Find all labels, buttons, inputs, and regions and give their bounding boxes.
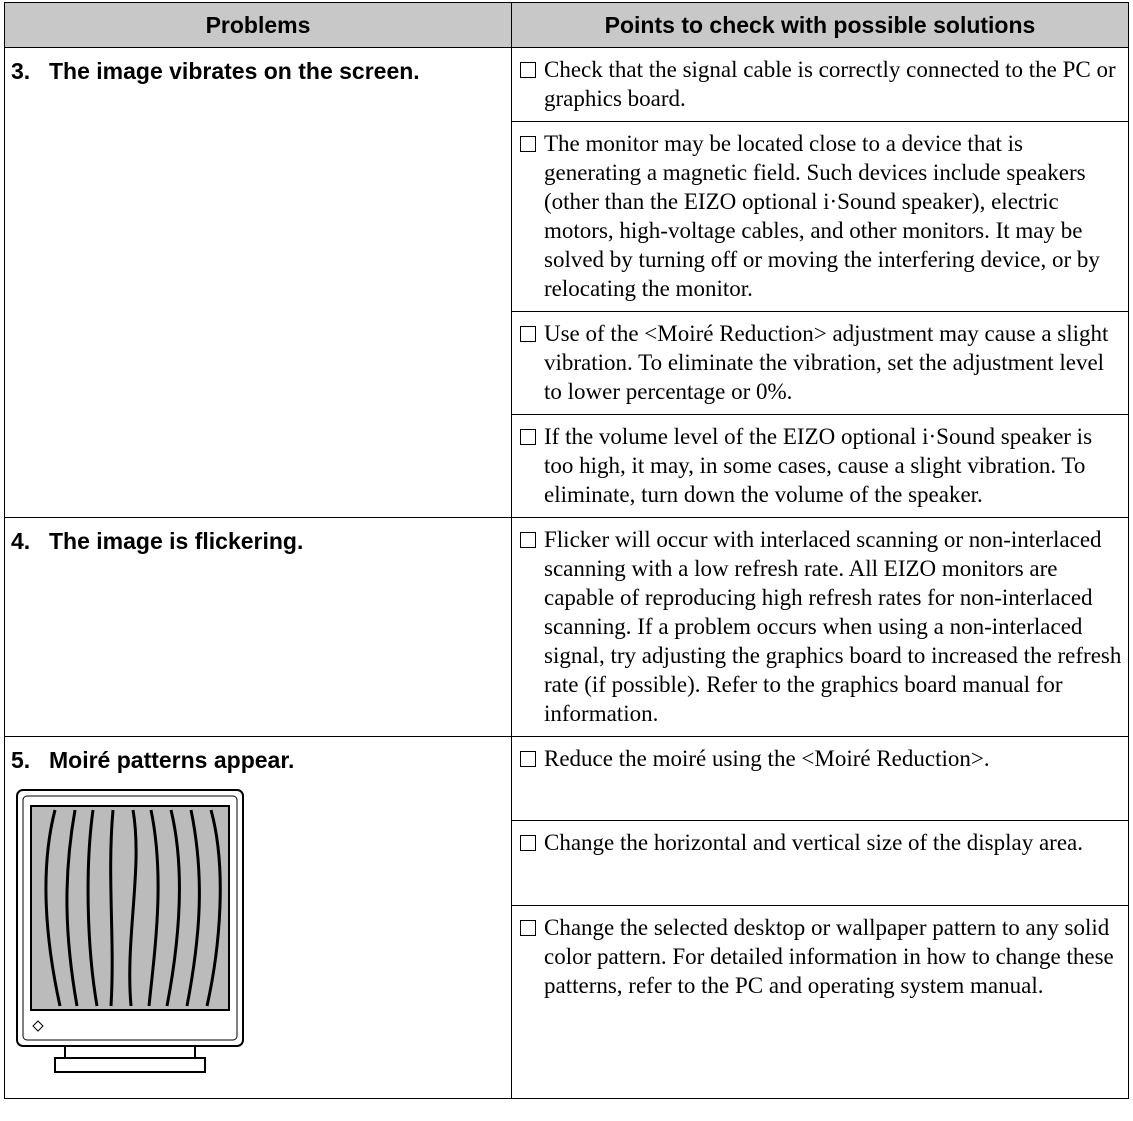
checkbox: [520, 751, 536, 767]
header-row: Problems Points to check with possible s…: [4, 2, 1129, 48]
header-cell: Points to check with possible solutions: [511, 2, 1129, 48]
problem-text: Moiré patterns appear.: [49, 747, 295, 773]
problem-number: 5.: [11, 747, 31, 773]
table-row: Change the selected desktop or wallpaper…: [5, 904, 1129, 1100]
solution-cell: The monitor may be located close to a de…: [511, 121, 1129, 312]
solution-item: The monitor may be located close to a de…: [520, 129, 1122, 303]
solution-cell: Change the horizontal and vertical size …: [511, 820, 1129, 906]
solution-text: The monitor may be located close to a de…: [544, 131, 1100, 301]
table-row: If the volume level of the EIZO optional…: [5, 414, 1129, 518]
problem-cell: 3. The image vibrates on the screen.: [4, 47, 512, 518]
problem-number: 4.: [11, 528, 31, 554]
solution-text: If the volume level of the EIZO optional…: [544, 424, 1093, 507]
checkbox: [520, 326, 536, 342]
header-cell: Problems: [4, 2, 512, 48]
solution-item: Reduce the moiré using the <Moiré Reduct…: [520, 744, 1122, 773]
solution-cell: If the volume level of the EIZO optional…: [511, 414, 1129, 518]
problem-cell: 5. Moiré patterns appear.: [4, 736, 512, 1099]
problem-text: The image is flickering.: [49, 528, 304, 554]
table-row: 3. The image vibrates on the screen. Check…: [4, 47, 1129, 518]
page: Problems Points to check with possible s…: [4, 2, 1129, 1100]
solution-text: Flicker will occur with interlaced scann…: [544, 527, 1122, 726]
solution-item: Change the selected desktop or wallpaper…: [520, 913, 1122, 1000]
solution-text: Use of the <Moiré Reduction> adjustment …: [544, 321, 1109, 404]
checkbox: [520, 532, 536, 548]
solution-item: Check that the signal cable is correctly…: [520, 55, 1122, 113]
solution-text: Change the selected desktop or wallpaper…: [544, 914, 1114, 998]
solution-cell: Check that the signal cable is correctly…: [511, 47, 1129, 122]
solution-item: Use of the <Moiré Reduction> adjustment …: [520, 319, 1122, 406]
monitor-illustration: [16, 789, 244, 1073]
solution-cell: Use of the <Moiré Reduction> adjustment …: [511, 311, 1129, 415]
problem-cell: 4. The image is flickering.: [4, 517, 512, 737]
solution-cell: Reduce the moiré using the <Moiré Reduct…: [511, 735, 1129, 822]
checkbox: [520, 919, 536, 936]
solution-cell: Flicker will occur with interlaced scann…: [511, 517, 1129, 737]
table-row: The monitor may be located close to a de…: [5, 121, 1129, 312]
table-row: 4. The image is flickering. Flicker will o…: [4, 517, 1129, 737]
checkbox: [520, 429, 536, 445]
checkbox: [520, 136, 536, 152]
solution-text: Reduce the moiré using the <Moiré Reduct…: [544, 746, 990, 771]
problem-number: 3.: [11, 58, 31, 84]
solution-item: If the volume level of the EIZO optional…: [520, 422, 1122, 509]
checkbox: [520, 62, 536, 78]
table-row: Change the horizontal and vertical size …: [5, 820, 1129, 906]
solution-item: Change the horizontal and vertical size …: [520, 828, 1122, 857]
solution-text: Check that the signal cable is correctly…: [544, 57, 1116, 111]
solution-item: Flicker will occur with interlaced scann…: [520, 525, 1122, 728]
solution-text: Change the horizontal and vertical size …: [544, 830, 1084, 856]
checkbox: [520, 835, 536, 852]
table-row: 5. Moiré patterns appear. Reduce the moir…: [4, 735, 1129, 1099]
solution-cell: Change the selected desktop or wallpaper…: [511, 904, 1129, 1100]
troubleshooting-table: Problems Points to check with possible s…: [4, 2, 1129, 1100]
problem-text: The image vibrates on the screen.: [49, 58, 420, 84]
